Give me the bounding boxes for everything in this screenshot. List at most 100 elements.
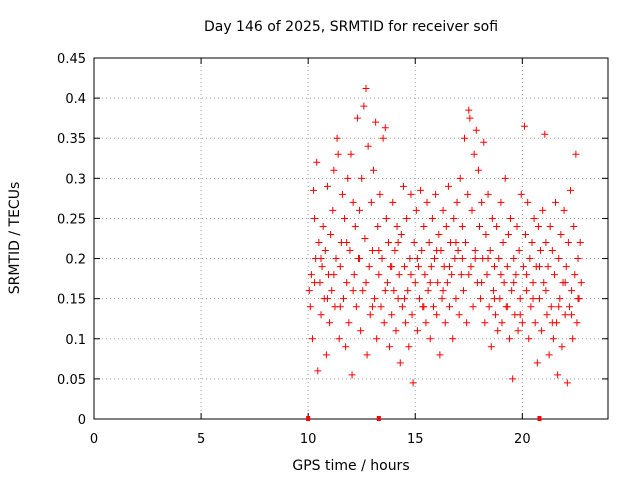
y-axis-label: SRMTID / TECUs [7,182,23,295]
data-point [492,311,500,319]
points-layer [305,84,585,387]
data-point [420,303,428,311]
data-point [562,263,570,271]
data-point [329,206,337,214]
data-point [484,255,492,263]
data-point [535,263,543,271]
data-point [576,239,584,247]
data-point [574,255,582,263]
data-point [348,371,356,379]
data-point [378,255,386,263]
data-point [397,230,405,238]
data-point [464,190,472,198]
data-point [305,287,313,295]
data-point [454,247,462,255]
data-point [477,295,485,303]
data-point [435,230,443,238]
data-point [360,102,368,110]
data-point [442,222,450,230]
data-point [389,198,397,206]
data-point [497,198,505,206]
data-point [552,198,560,206]
data-point [356,255,364,263]
data-point [489,287,497,295]
data-point [485,303,493,311]
data-point [431,255,439,263]
data-point [523,271,531,279]
data-point [310,186,318,194]
data-point [372,118,380,126]
data-point [362,84,370,92]
data-point [377,303,385,311]
data-point [484,190,492,198]
data-point [452,295,460,303]
data-point [458,255,466,263]
data-point [330,271,338,279]
data-point [368,247,376,255]
data-point [413,327,421,335]
data-point [381,124,389,132]
y-tick-label: 0.15 [57,293,86,308]
data-point [500,279,508,287]
data-point [333,134,341,142]
data-point [365,263,373,271]
data-point [326,319,334,327]
data-point [487,343,495,351]
x-tick-label: 0 [90,432,98,447]
data-point [545,351,553,359]
data-point [569,335,577,343]
data-point [407,271,415,279]
data-point [469,303,477,311]
data-point [346,247,354,255]
y-tick-label: 0.45 [57,52,86,67]
data-point [527,303,535,311]
data-point [343,279,351,287]
data-point [531,319,539,327]
data-point [424,287,432,295]
data-point [349,287,357,295]
data-point [401,263,409,271]
data-point [386,343,394,351]
data-point [308,335,316,343]
data-point [404,287,412,295]
data-point [540,279,548,287]
data-point [507,214,515,222]
data-point [494,327,502,335]
data-point [412,206,420,214]
data-point [457,271,465,279]
data-point [313,158,321,166]
data-point [341,214,349,222]
data-point [458,222,466,230]
data-point [334,150,342,158]
data-point [382,214,390,222]
data-point [481,319,489,327]
data-point [561,311,569,319]
data-point [374,222,382,230]
data-point [408,311,416,319]
data-point [422,319,430,327]
data-point [505,335,513,343]
data-point [317,311,325,319]
data-point [508,287,516,295]
data-point [429,303,437,311]
data-point [423,198,431,206]
y-tick-label: 0.35 [57,132,86,147]
data-point [565,303,573,311]
data-point [535,295,543,303]
data-point [358,174,366,182]
baseline-marker [537,416,542,421]
y-tick-label: 0.2 [65,253,86,268]
data-point [497,271,505,279]
data-point [520,122,528,130]
data-point [547,303,555,311]
data-point [344,174,352,182]
data-point [439,206,447,214]
data-point [416,295,424,303]
data-point [319,222,327,230]
data-point [444,182,452,190]
data-point [391,247,399,255]
x-tick-label: 15 [407,432,424,447]
data-point [315,239,323,247]
data-point [574,295,582,303]
data-point [328,287,336,295]
